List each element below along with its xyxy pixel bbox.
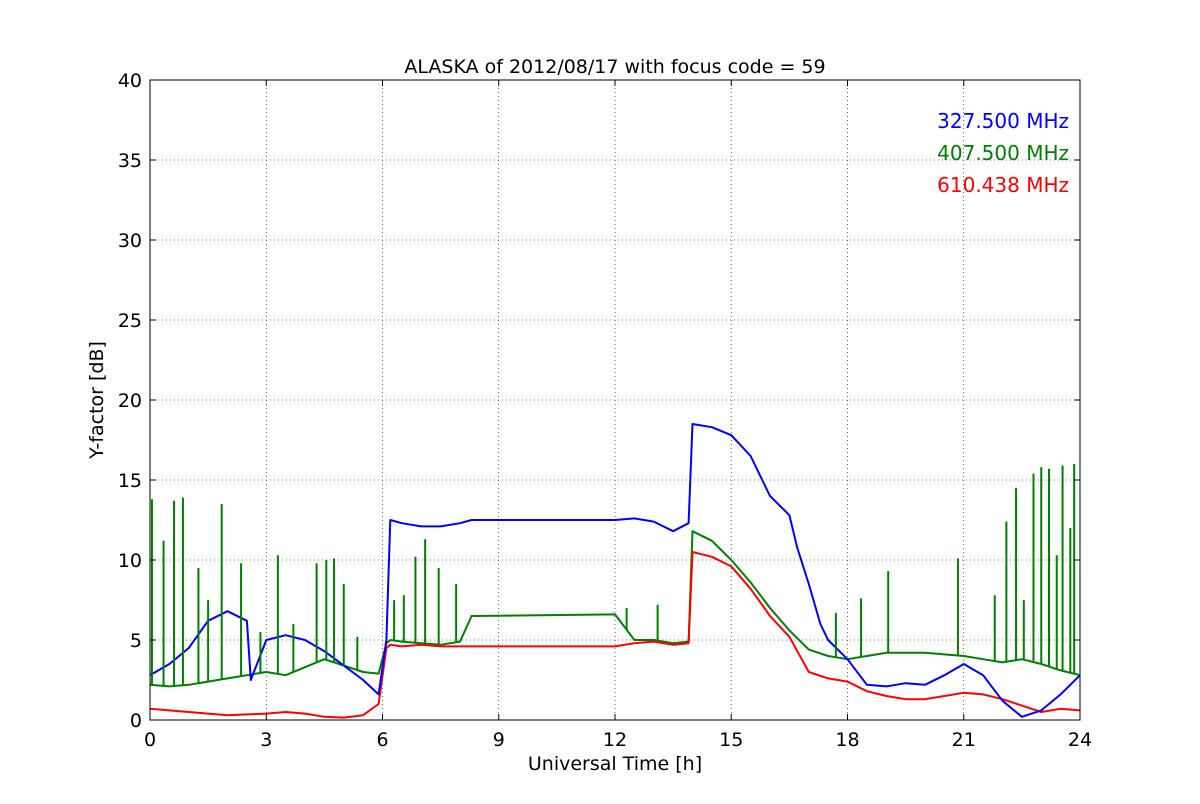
x-tick-label: 15 (719, 729, 743, 751)
y-axis-label: Y-factor [dB] (86, 341, 108, 460)
y-tick-label: 25 (118, 310, 142, 332)
x-tick-label: 9 (493, 729, 505, 751)
axis-ticks: 0 3 6 9 12 15 18 21 24 0 5 10 15 20 25 30 35 40 (118, 70, 1092, 751)
x-tick-label: 21 (952, 729, 976, 751)
x-tick-label: 18 (835, 729, 859, 751)
y-tick-label: 40 (118, 70, 142, 92)
x-tick-label: 12 (603, 729, 627, 751)
legend-label: 610.438 MHz (937, 173, 1069, 197)
x-tick-label: 24 (1068, 729, 1092, 751)
y-tick-label: 10 (118, 550, 142, 572)
legend-label: 407.500 MHz (937, 141, 1069, 165)
y-tick-label: 35 (118, 150, 142, 172)
series-line-2 (150, 551, 1080, 719)
series-line-1 (150, 530, 1080, 688)
x-tick-label: 6 (376, 729, 388, 751)
series-line-0 (150, 423, 1080, 718)
series-lines (150, 423, 1080, 719)
y-tick-label: 0 (130, 710, 142, 732)
y-tick-label: 20 (118, 390, 142, 412)
x-tick-label: 3 (260, 729, 272, 751)
chart-title: ALASKA of 2012/08/17 with focus code = 5… (404, 56, 825, 78)
y-tick-label: 30 (118, 230, 142, 252)
x-tick-label: 0 (144, 729, 156, 751)
y-tick-label: 15 (118, 470, 142, 492)
legend: 327.500 MHz 407.500 MHz 610.438 MHz (937, 109, 1069, 197)
y-tick-label: 5 (130, 630, 142, 652)
x-axis-label: Universal Time [h] (528, 753, 702, 775)
legend-label: 327.500 MHz (937, 109, 1069, 133)
